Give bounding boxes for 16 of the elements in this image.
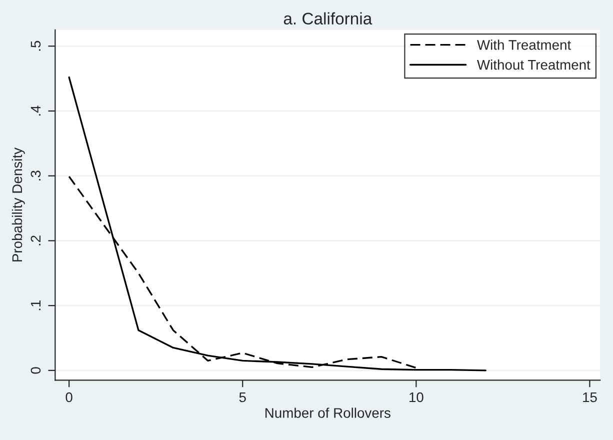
legend-label: With Treatment	[477, 40, 572, 50]
x-tick-label: 5	[239, 392, 246, 402]
x-tick-label: 15	[583, 392, 597, 402]
chart-title: a. California	[284, 12, 372, 25]
legend-label: Without Treatment	[477, 60, 590, 70]
x-axis-title: Number of Rollovers	[266, 408, 390, 418]
y-tick-label: 0	[30, 367, 41, 374]
line-series	[68, 76, 486, 372]
y-tick-label: .2	[30, 236, 40, 246]
y-tick-label: .3	[30, 170, 41, 180]
y-tick-label: .5	[30, 40, 41, 51]
x-tick-label: 10	[409, 392, 424, 402]
x-tick-label: 0	[66, 392, 72, 402]
y-axis-title: Probability Density	[12, 148, 25, 262]
y-tick-label: .4	[30, 106, 40, 116]
y-tick-label: .1	[30, 300, 40, 310]
